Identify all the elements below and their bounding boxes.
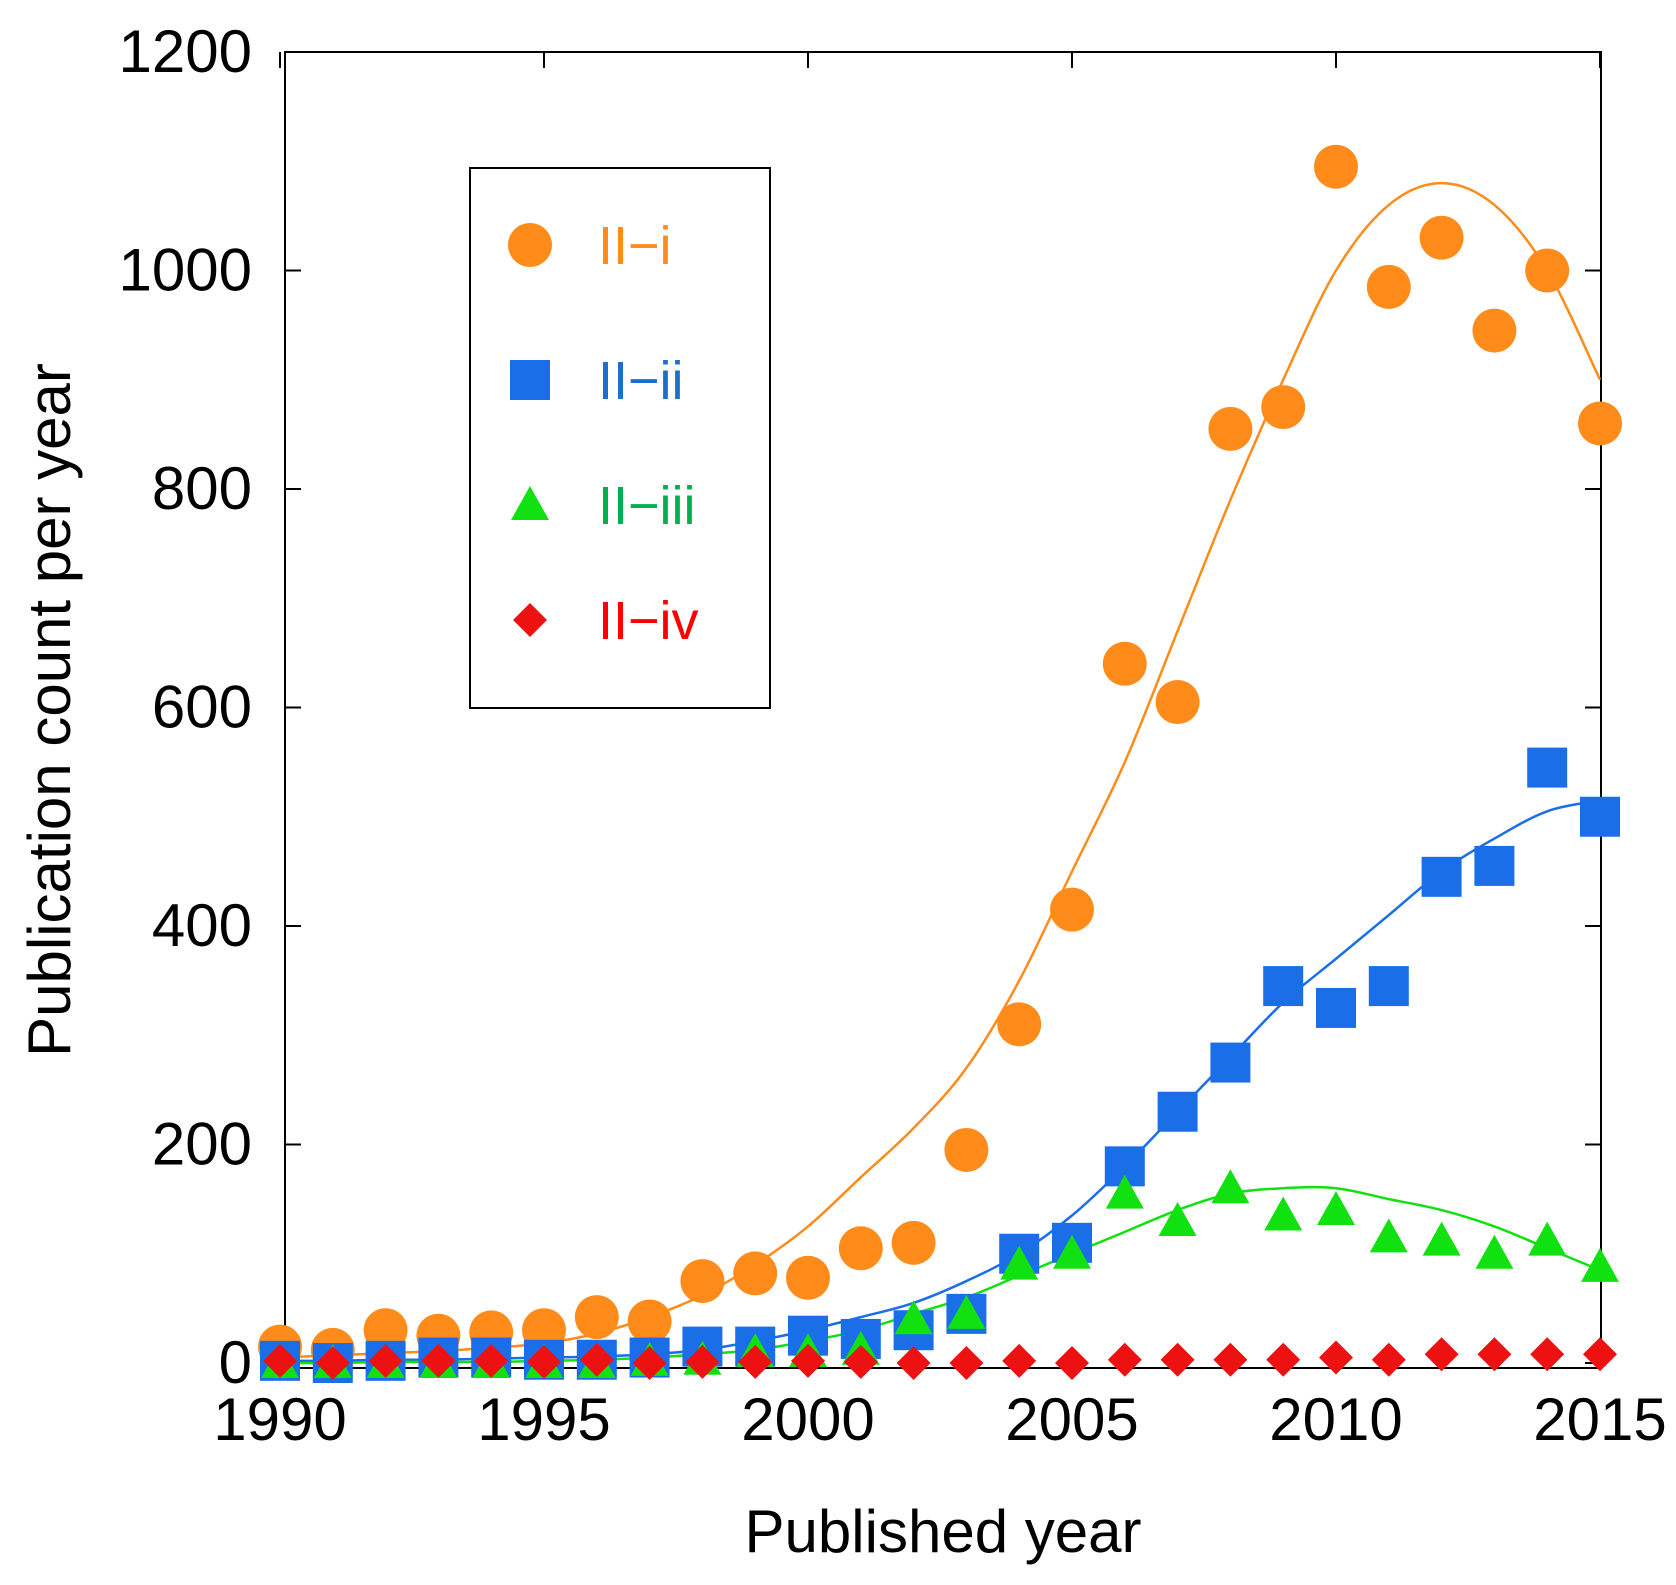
data-point: [1261, 385, 1306, 430]
y-tick-label: 1200: [119, 18, 252, 85]
data-point: [1002, 1343, 1037, 1378]
data-point: [843, 1344, 878, 1379]
data-point: [627, 1299, 672, 1344]
data-point: [1581, 1247, 1619, 1282]
y-tick-label: 0: [219, 1329, 252, 1396]
data-point: [947, 1294, 986, 1329]
x-tick-label: 2015: [1533, 1386, 1666, 1453]
data-point: [1419, 215, 1464, 260]
data-point: [1107, 1342, 1142, 1377]
data-point: [1160, 1342, 1195, 1377]
data-point: [1369, 1218, 1408, 1253]
data-point: [1477, 1337, 1512, 1372]
data-point: [1528, 1221, 1567, 1256]
data-point: [738, 1344, 773, 1379]
legend-label: II−iii: [598, 476, 696, 536]
data-point: [949, 1346, 984, 1380]
data-point: [1580, 796, 1620, 837]
data-point: [1105, 1174, 1144, 1209]
data-point: [680, 1259, 725, 1304]
data-point: [1050, 887, 1094, 932]
data-point: [1527, 747, 1568, 788]
legend-label: II−ii: [598, 351, 684, 411]
x-tick-label: 2000: [741, 1386, 874, 1453]
data-point: [1102, 641, 1147, 686]
data-point: [1000, 1245, 1039, 1280]
data-point: [1525, 248, 1570, 293]
data-point: [997, 1002, 1042, 1047]
y-tick-label: 800: [152, 455, 252, 522]
data-point: [1263, 966, 1304, 1007]
data-point: [1371, 1342, 1406, 1377]
data-point: [1264, 1196, 1303, 1231]
data-markers: [258, 144, 1622, 1383]
x-tick-label: 2010: [1269, 1386, 1402, 1453]
x-tick-label: 1995: [477, 1386, 610, 1453]
legend-marker: [513, 603, 547, 637]
legend-label: II−i: [598, 216, 672, 276]
y-axis-title: Publication count per year: [16, 363, 83, 1057]
data-point: [1314, 144, 1358, 189]
legend-marker: [511, 486, 549, 520]
data-point: [786, 1255, 830, 1300]
legend-label: II−iv: [598, 591, 699, 651]
data-point: [1472, 308, 1517, 353]
data-point: [1208, 406, 1253, 451]
data-point: [1316, 987, 1356, 1028]
data-point: [421, 1343, 456, 1378]
data-point: [896, 1346, 931, 1380]
data-point: [1422, 1221, 1461, 1256]
data-point: [1155, 680, 1200, 725]
data-point: [894, 1300, 933, 1335]
legend-marker: [508, 223, 552, 267]
x-tick-label: 1990: [213, 1386, 346, 1453]
fit-line: [279, 799, 1601, 1363]
data-point: [1210, 1042, 1251, 1083]
data-point: [263, 1343, 297, 1378]
data-point: [1424, 1337, 1459, 1372]
x-tick-label: 2005: [1005, 1386, 1138, 1453]
data-point: [1475, 1234, 1514, 1269]
y-tick-label: 400: [152, 892, 252, 959]
data-point: [891, 1220, 936, 1265]
data-point: [574, 1295, 619, 1340]
data-point: [944, 1127, 989, 1172]
data-point: [315, 1346, 350, 1380]
data-point: [579, 1342, 614, 1377]
data-point: [1213, 1342, 1248, 1377]
data-point: [1366, 264, 1411, 309]
data-point: [527, 1344, 561, 1379]
data-point: [791, 1343, 825, 1378]
data-point: [1157, 1091, 1198, 1132]
data-point: [685, 1344, 720, 1379]
data-point: [733, 1251, 778, 1296]
data-point: [632, 1346, 667, 1380]
data-point: [1368, 966, 1409, 1007]
tick-labels: 0 200 400 600 800 1000 1200 1990 1995 2000 2005 201…: [119, 18, 1667, 1453]
data-point: [1583, 1337, 1617, 1372]
y-tick-label: 600: [152, 674, 252, 741]
data-point: [1266, 1342, 1301, 1377]
legend: II−i II−ii II−iii II−iv: [469, 167, 771, 709]
data-point: [1053, 1234, 1091, 1269]
data-point: [1055, 1346, 1089, 1380]
data-point: [1474, 845, 1515, 886]
x-axis-title: Published year: [745, 1498, 1142, 1565]
data-point: [474, 1343, 509, 1378]
data-point: [838, 1226, 883, 1271]
data-point: [1211, 1169, 1250, 1204]
data-point: [1421, 856, 1462, 897]
plot-frame: [284, 51, 1602, 1369]
data-point: [1530, 1337, 1565, 1372]
data-point: [1578, 401, 1622, 446]
data-point: [368, 1343, 403, 1378]
legend-marker: [510, 360, 550, 400]
y-tick-label: 1000: [119, 237, 252, 304]
data-point: [1319, 1340, 1353, 1375]
data-point: [1158, 1201, 1197, 1236]
data-point: [1317, 1191, 1355, 1226]
y-tick-label: 200: [152, 1111, 252, 1178]
